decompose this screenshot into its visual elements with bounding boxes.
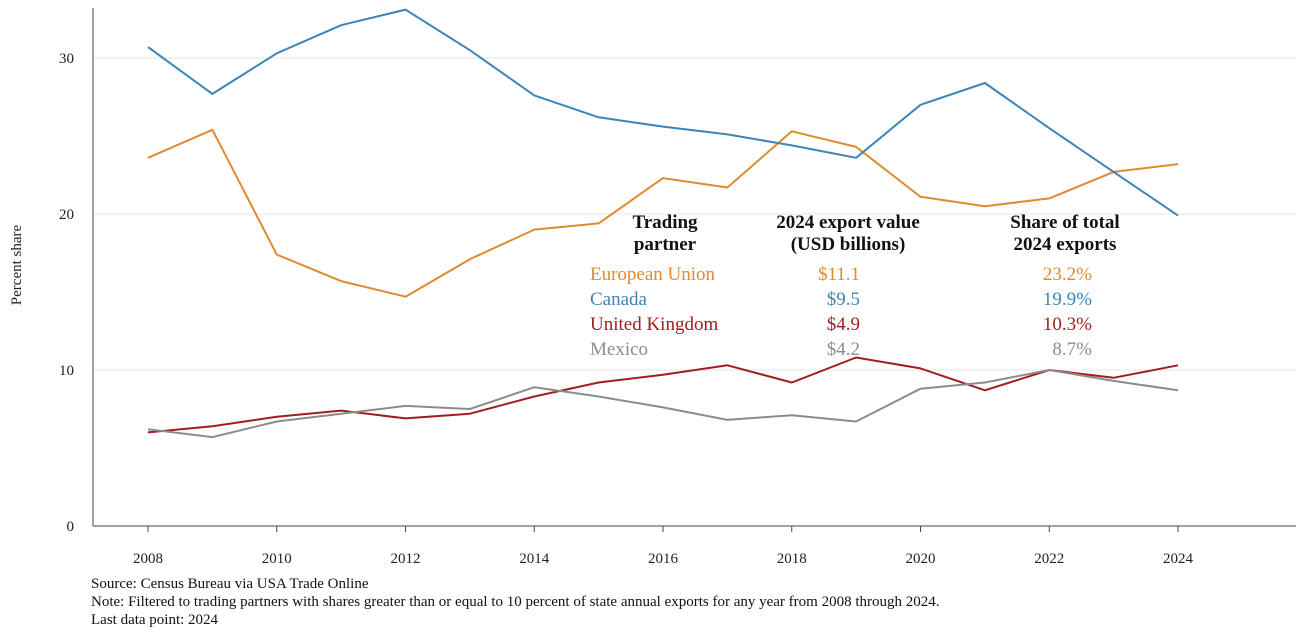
table-header-share: Share of total 2024 exports xyxy=(985,212,1145,256)
row-value-canada: $9.5 xyxy=(826,289,860,310)
filter-note: Note: Filtered to trading partners with … xyxy=(91,594,940,610)
y-tick-label-30: 30 xyxy=(59,51,74,67)
y-axis-label: Percent share xyxy=(9,224,25,305)
x-tick-label-2020: 2020 xyxy=(906,551,936,567)
table-header-partner: Trading partner xyxy=(590,212,740,256)
y-tick-label-0: 0 xyxy=(67,519,75,535)
source-note: Source: Census Bureau via USA Trade Onli… xyxy=(91,576,369,592)
series-line-mexico xyxy=(147,369,1179,439)
row-share-canada: 19.9% xyxy=(1042,289,1092,310)
x-tick-label-2010: 2010 xyxy=(262,551,292,567)
y-tick-label-20: 20 xyxy=(59,207,74,223)
y-tick-label-10: 10 xyxy=(59,363,74,379)
x-tick-label-2016: 2016 xyxy=(648,551,679,567)
header-share-line2: 2024 exports xyxy=(1013,234,1117,255)
row-partner-eu: European Union xyxy=(590,264,716,285)
header-partner-line1: Trading xyxy=(632,212,698,233)
series-line-european-union xyxy=(147,128,1179,298)
row-partner-mexico: Mexico xyxy=(590,339,649,360)
x-tick-label-2014: 2014 xyxy=(519,551,550,567)
header-value-line1: 2024 export value xyxy=(776,212,920,233)
x-tick-label-2008: 2008 xyxy=(133,551,163,567)
header-value-line2: (USD billions) xyxy=(790,234,906,255)
line-chart: 0 10 20 30 2008 2010 2012 2014 2016 2018 2020 2022… xyxy=(9,8,1296,567)
row-value-mexico: $4.2 xyxy=(826,339,860,360)
header-partner-line2: partner xyxy=(633,234,697,255)
series-lines xyxy=(147,8,1179,439)
y-tick-labels: 0 10 20 30 xyxy=(59,51,74,535)
row-share-eu: 23.2% xyxy=(1042,264,1092,285)
row-partner-uk: United Kingdom xyxy=(590,314,719,335)
x-tick-label-2012: 2012 xyxy=(391,551,421,567)
x-tick-label-2018: 2018 xyxy=(777,551,807,567)
row-share-uk: 10.3% xyxy=(1042,314,1092,335)
row-share-mexico: 8.7% xyxy=(1052,339,1092,360)
x-tick-labels: 2008 2010 2012 2014 2016 2018 2020 2022 2024 xyxy=(133,551,1194,567)
x-tick-label-2024: 2024 xyxy=(1163,551,1194,567)
row-value-uk: $4.9 xyxy=(826,314,860,335)
series-line-canada xyxy=(147,8,1179,217)
series-line-united-kingdom xyxy=(147,356,1179,434)
row-partner-canada: Canada xyxy=(590,289,647,310)
table-header-value: 2024 export value (USD billions) xyxy=(748,212,948,256)
row-value-eu: $11.1 xyxy=(817,264,860,285)
last-data-point-note: Last data point: 2024 xyxy=(91,612,219,628)
axes xyxy=(92,8,1296,532)
header-share-line1: Share of total xyxy=(1010,212,1120,233)
x-tick-label-2022: 2022 xyxy=(1034,551,1064,567)
chart-footer: Source: Census Bureau via USA Trade Onli… xyxy=(91,575,940,629)
